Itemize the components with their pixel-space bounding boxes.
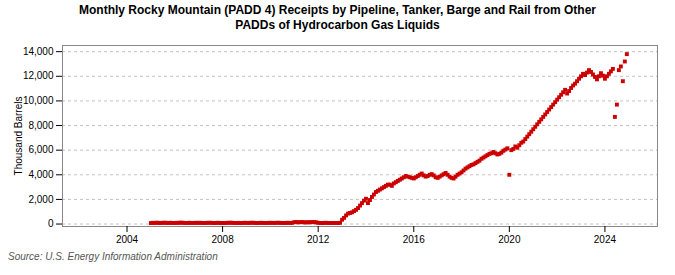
svg-text:2004: 2004 — [116, 234, 139, 245]
html-text:Monthly Rocky Mountain (PADD 4: Monthly Rocky Mountain (PADD 4) Receipts… — [79, 3, 596, 32]
html-text:Source: U.S. Energy Informatio: Source: U.S. Energy Information Administ… — [8, 251, 218, 262]
svg-text:10,000: 10,000 — [23, 95, 54, 106]
svg-text:2,000: 2,000 — [28, 194, 53, 205]
svg-text:2012: 2012 — [307, 234, 330, 245]
svg-text:2016: 2016 — [403, 234, 426, 245]
svg-text:2008: 2008 — [211, 234, 234, 245]
svg-text:8,000: 8,000 — [28, 120, 53, 131]
svg-text:0: 0 — [48, 218, 54, 229]
svg-text:2020: 2020 — [498, 234, 521, 245]
svg-text:14,000: 14,000 — [23, 46, 54, 57]
svg-text:2024: 2024 — [594, 234, 617, 245]
svg-text:4,000: 4,000 — [28, 169, 53, 180]
svg-text:12,000: 12,000 — [23, 70, 54, 81]
svg-text:Thousand Barrels: Thousand Barrels — [13, 97, 24, 176]
svg-text:6,000: 6,000 — [28, 144, 53, 155]
